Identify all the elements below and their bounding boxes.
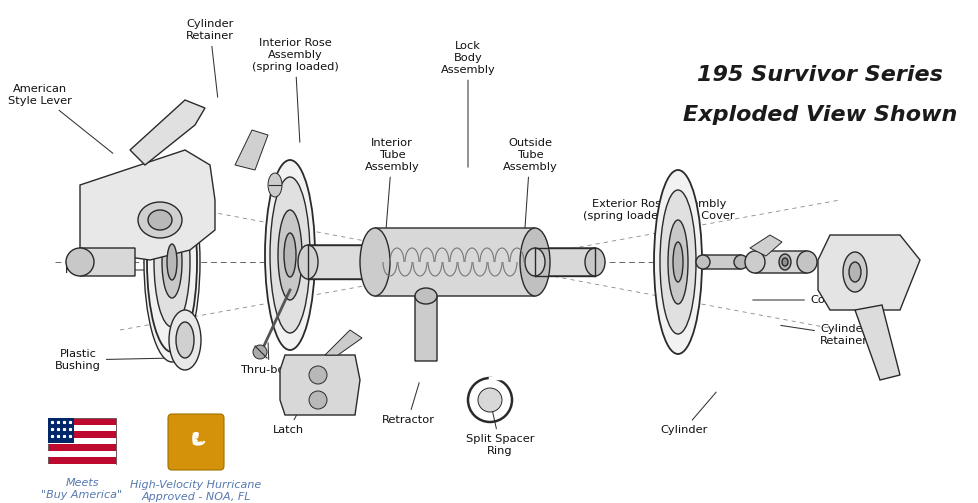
FancyBboxPatch shape xyxy=(308,245,378,279)
Ellipse shape xyxy=(169,310,200,370)
Polygon shape xyxy=(818,235,919,310)
Ellipse shape xyxy=(667,220,688,304)
Ellipse shape xyxy=(653,170,701,354)
Ellipse shape xyxy=(167,244,177,280)
Text: Cylinder: Cylinder xyxy=(659,392,716,435)
Ellipse shape xyxy=(781,258,787,266)
Text: 195 Survivor Series: 195 Survivor Series xyxy=(696,65,942,85)
Ellipse shape xyxy=(284,233,295,277)
Text: Lock
Body
Assembly: Lock Body Assembly xyxy=(440,41,495,167)
Ellipse shape xyxy=(265,160,315,350)
Ellipse shape xyxy=(672,242,683,282)
Ellipse shape xyxy=(744,251,764,273)
Ellipse shape xyxy=(519,228,550,296)
Ellipse shape xyxy=(148,210,172,230)
Polygon shape xyxy=(325,330,362,355)
Polygon shape xyxy=(80,150,215,260)
Text: Connector: Connector xyxy=(752,295,868,305)
Ellipse shape xyxy=(360,228,389,296)
FancyBboxPatch shape xyxy=(48,464,115,471)
FancyBboxPatch shape xyxy=(48,418,73,443)
Ellipse shape xyxy=(368,245,387,279)
FancyBboxPatch shape xyxy=(375,228,534,296)
Ellipse shape xyxy=(477,388,502,412)
Text: Thru-bolts: Thru-bolts xyxy=(240,343,298,375)
Ellipse shape xyxy=(161,226,182,298)
Ellipse shape xyxy=(297,245,318,279)
FancyBboxPatch shape xyxy=(415,296,436,361)
Ellipse shape xyxy=(585,248,604,276)
Text: Interior
Tube
Assembly: Interior Tube Assembly xyxy=(364,138,419,239)
FancyBboxPatch shape xyxy=(48,418,115,464)
FancyBboxPatch shape xyxy=(48,451,115,457)
Ellipse shape xyxy=(842,252,867,292)
Text: Exploded View Shown: Exploded View Shown xyxy=(682,105,956,125)
FancyBboxPatch shape xyxy=(168,414,224,470)
Ellipse shape xyxy=(138,202,182,238)
Ellipse shape xyxy=(154,197,190,327)
FancyBboxPatch shape xyxy=(754,251,806,273)
Ellipse shape xyxy=(796,251,817,273)
Ellipse shape xyxy=(695,255,709,269)
Text: Rose Cover: Rose Cover xyxy=(65,265,145,275)
Ellipse shape xyxy=(309,366,327,384)
Polygon shape xyxy=(235,130,268,170)
Ellipse shape xyxy=(734,255,747,269)
Ellipse shape xyxy=(268,173,282,197)
Ellipse shape xyxy=(309,391,327,409)
Ellipse shape xyxy=(176,322,194,358)
FancyBboxPatch shape xyxy=(702,255,740,269)
Text: Cylinder
Retainer: Cylinder Retainer xyxy=(186,19,234,97)
Polygon shape xyxy=(854,305,899,380)
Text: Exterior Rose Assembly
(spring loaded) with Cover: Exterior Rose Assembly (spring loaded) w… xyxy=(583,199,734,245)
Text: Meets
"Buy America": Meets "Buy America" xyxy=(41,478,122,499)
FancyBboxPatch shape xyxy=(48,425,115,431)
Polygon shape xyxy=(130,100,204,165)
Ellipse shape xyxy=(66,248,94,276)
Text: Interior Rose
Assembly
(spring loaded): Interior Rose Assembly (spring loaded) xyxy=(251,38,338,142)
Text: Outside
Tube
Assembly: Outside Tube Assembly xyxy=(502,138,556,239)
Text: Plastic
Bushing: Plastic Bushing xyxy=(55,349,172,371)
Text: High-Velocity Hurricane
Approved - NOA, FL: High-Velocity Hurricane Approved - NOA, … xyxy=(130,480,261,501)
Ellipse shape xyxy=(147,172,197,352)
Ellipse shape xyxy=(848,262,860,282)
FancyBboxPatch shape xyxy=(534,248,595,276)
Ellipse shape xyxy=(659,190,695,334)
Text: American
Style Lever: American Style Lever xyxy=(8,84,112,153)
Text: Cylinder
Retainer: Cylinder Retainer xyxy=(779,324,867,346)
Ellipse shape xyxy=(415,288,436,304)
Ellipse shape xyxy=(252,345,267,359)
Ellipse shape xyxy=(778,254,790,270)
Ellipse shape xyxy=(278,210,301,300)
FancyBboxPatch shape xyxy=(80,248,135,276)
Text: Latch: Latch xyxy=(273,392,308,435)
Polygon shape xyxy=(280,355,360,415)
FancyBboxPatch shape xyxy=(48,438,115,444)
Text: Split Spacer
Ring: Split Spacer Ring xyxy=(466,403,534,456)
Text: Retractor: Retractor xyxy=(381,383,434,425)
Polygon shape xyxy=(749,235,781,256)
Ellipse shape xyxy=(524,248,545,276)
Ellipse shape xyxy=(270,177,310,333)
Ellipse shape xyxy=(144,162,200,362)
